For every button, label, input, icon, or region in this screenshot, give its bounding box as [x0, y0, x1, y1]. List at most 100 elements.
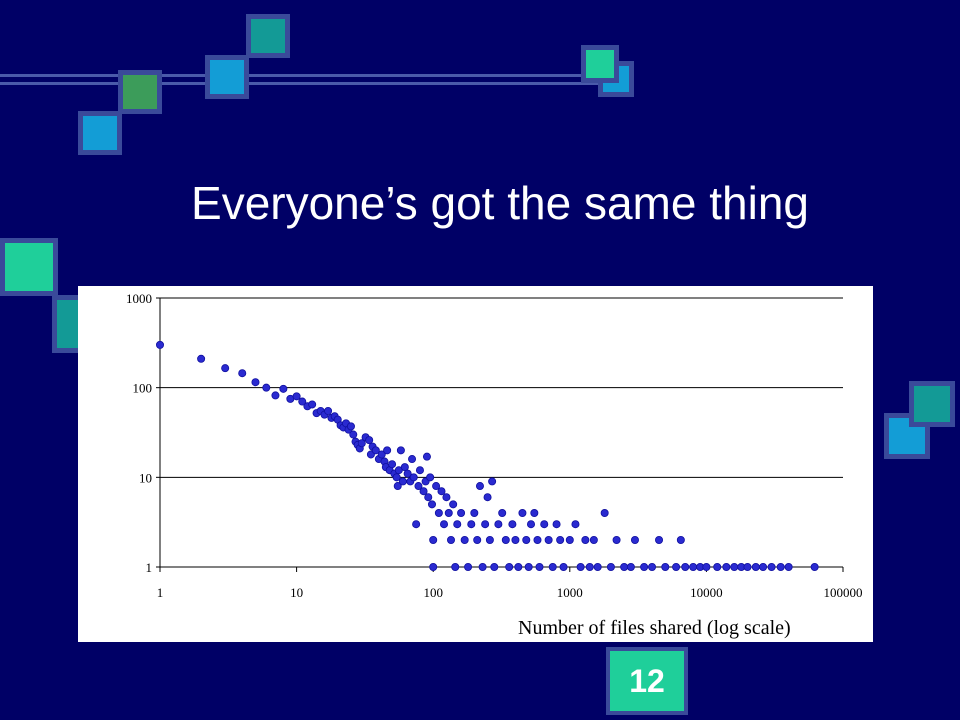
data-point [419, 487, 428, 496]
data-point [393, 482, 402, 491]
data-point [292, 392, 301, 401]
data-point [689, 562, 698, 571]
data-point [810, 562, 819, 571]
data-point [444, 509, 453, 518]
data-point [396, 446, 405, 455]
data-point [552, 520, 561, 529]
x-tick-label: 100000 [824, 585, 863, 600]
data-point [262, 383, 271, 392]
data-point [440, 520, 449, 529]
data-point [630, 536, 639, 545]
data-point [470, 509, 479, 518]
data-point [702, 562, 711, 571]
data-point [514, 562, 523, 571]
data-point [751, 562, 760, 571]
data-point [437, 487, 446, 496]
data-point [457, 509, 466, 518]
decor-square [78, 111, 122, 155]
decor-square [246, 14, 290, 58]
decor-square [205, 55, 249, 99]
chart-svg: 1 10 100 1000 1 10 100 1000 10000 100000 Number of… [126, 291, 863, 639]
decor-line [0, 82, 625, 85]
x-tick-label: 1 [157, 585, 164, 600]
data-point [527, 520, 536, 529]
data-point [501, 536, 510, 545]
y-tick-label: 100 [133, 381, 153, 396]
data-point [429, 562, 438, 571]
data-point [422, 452, 431, 461]
data-point [426, 473, 435, 482]
data-point [324, 406, 333, 415]
data-point [581, 536, 590, 545]
data-point [488, 477, 497, 486]
data-point [559, 562, 568, 571]
data-point [357, 439, 366, 448]
data-point [481, 520, 490, 529]
data-point [442, 493, 451, 502]
y-tick-label: 10 [139, 470, 152, 485]
data-point [548, 562, 557, 571]
decor-square [118, 70, 162, 114]
data-point [571, 520, 580, 529]
data-point [585, 562, 594, 571]
data-point [776, 562, 785, 571]
data-point [483, 493, 492, 502]
data-point [392, 473, 401, 482]
data-point [251, 378, 260, 387]
data-point [540, 520, 549, 529]
data-point [271, 391, 280, 400]
data-point [414, 482, 423, 491]
decor-line [0, 74, 625, 77]
data-point [409, 473, 418, 482]
data-point [612, 536, 621, 545]
data-point [432, 482, 441, 491]
data-point [494, 520, 503, 529]
data-point [606, 562, 615, 571]
data-point [508, 520, 517, 529]
y-tick-label: 1000 [126, 291, 152, 306]
x-tick-label: 10000 [690, 585, 723, 600]
data-point [464, 562, 473, 571]
data-point [371, 446, 380, 455]
data-point [408, 455, 417, 464]
data-point [377, 450, 386, 459]
x-tick-label: 100 [423, 585, 443, 600]
data-point [767, 562, 776, 571]
data-point [505, 562, 514, 571]
data-point [383, 446, 392, 455]
data-point [511, 536, 520, 545]
data-point [544, 536, 553, 545]
data-point [412, 520, 421, 529]
data-point [530, 509, 539, 518]
data-point [593, 562, 602, 571]
data-point [298, 397, 307, 406]
data-point [415, 466, 424, 475]
data-point [428, 500, 437, 509]
data-point [388, 460, 397, 469]
data-point [308, 400, 317, 409]
data-point [565, 536, 574, 545]
data-point [498, 509, 507, 518]
data-point [197, 354, 206, 363]
page-number: 12 [606, 647, 688, 715]
data-point [640, 562, 649, 571]
data-point [467, 520, 476, 529]
data-point [576, 562, 585, 571]
data-point [713, 562, 722, 571]
data-point [451, 562, 460, 571]
data-point [681, 562, 690, 571]
data-point [279, 384, 288, 393]
decor-square [581, 45, 619, 83]
decor-square [0, 238, 58, 296]
data-point [759, 562, 768, 571]
data-point [672, 562, 681, 571]
data-point [473, 536, 482, 545]
data-point [556, 536, 565, 545]
data-point [626, 562, 635, 571]
data-point [518, 509, 527, 518]
data-point [535, 562, 544, 571]
data-point [400, 463, 409, 472]
data-point [743, 562, 752, 571]
data-point [346, 422, 355, 431]
x-axis-label: Number of files shared (log scale) [518, 617, 791, 639]
